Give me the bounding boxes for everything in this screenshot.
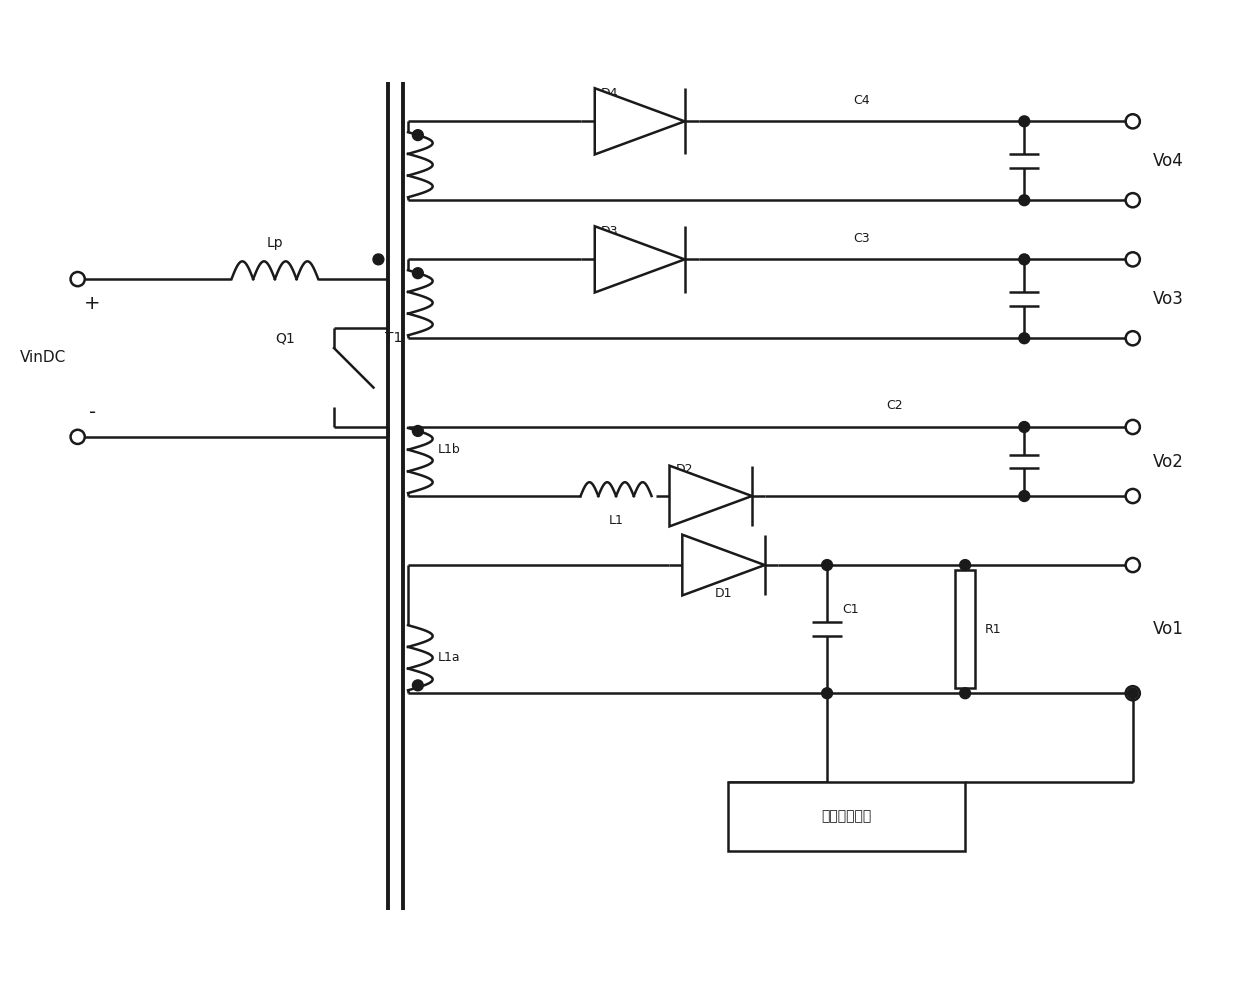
Circle shape [1126,252,1140,267]
Text: -: - [89,402,95,421]
Circle shape [1126,420,1140,434]
Text: Q1: Q1 [275,332,295,346]
Circle shape [1019,491,1029,501]
Text: +: + [84,294,100,314]
Text: Lp: Lp [267,235,283,250]
Circle shape [1019,333,1029,344]
Circle shape [413,268,423,279]
Circle shape [1126,331,1140,346]
Text: D4: D4 [600,87,618,100]
Circle shape [822,560,832,571]
Polygon shape [595,226,684,293]
Text: D3: D3 [600,225,618,238]
Text: L1: L1 [609,514,624,527]
Text: L1b: L1b [438,443,460,456]
Circle shape [1126,115,1140,128]
Polygon shape [682,535,765,596]
Circle shape [1126,193,1140,207]
Circle shape [1126,686,1140,700]
Circle shape [1019,421,1029,432]
Bar [728,782,965,851]
Circle shape [1126,489,1140,503]
Text: Vo3: Vo3 [1152,290,1183,308]
Text: C3: C3 [853,232,870,245]
Circle shape [413,129,423,140]
Circle shape [1019,116,1029,126]
Circle shape [960,560,971,571]
Circle shape [1127,688,1138,698]
Bar [955,570,975,688]
Circle shape [822,688,832,698]
Polygon shape [670,466,751,527]
Text: C4: C4 [853,94,870,107]
Text: L1a: L1a [438,651,460,664]
Text: 反馈取样电路: 反馈取样电路 [822,810,872,824]
Text: Vo4: Vo4 [1152,151,1183,169]
Circle shape [413,425,423,436]
Text: Vo2: Vo2 [1152,452,1183,470]
Text: C2: C2 [887,399,903,412]
Circle shape [71,272,84,286]
Text: D2: D2 [676,463,693,476]
Text: C1: C1 [842,603,858,616]
Circle shape [1019,195,1029,205]
Circle shape [960,688,971,698]
Circle shape [413,680,423,691]
Circle shape [1126,558,1140,572]
Text: R1: R1 [985,622,1002,635]
Text: T1: T1 [384,332,402,346]
Text: D1: D1 [714,587,733,600]
Circle shape [1019,254,1029,265]
Circle shape [373,254,384,265]
Text: VinDC: VinDC [20,351,66,366]
Text: Vo1: Vo1 [1152,621,1183,638]
Polygon shape [595,89,684,154]
Circle shape [71,429,84,444]
